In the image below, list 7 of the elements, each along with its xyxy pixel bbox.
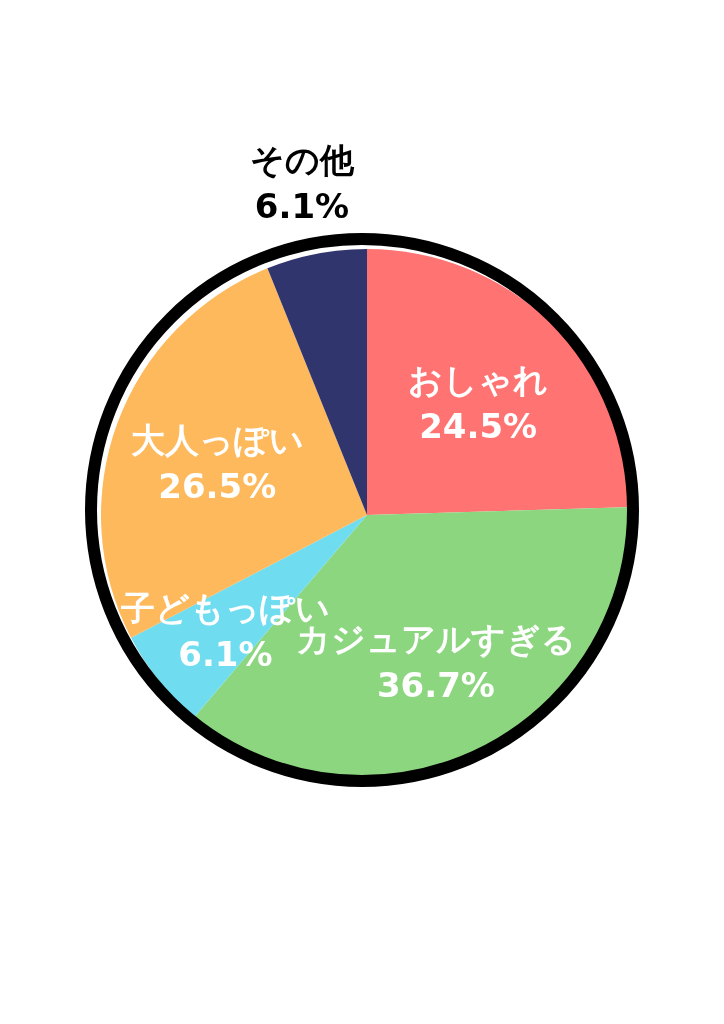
slice-label: その他 [249,140,355,181]
data-label: 36.7% [376,664,495,705]
data-label: 24.5% [419,406,538,447]
data-label: 6.1% [254,186,350,227]
data-label: 26.5% [158,465,277,506]
slice-label: おしゃれ [408,360,549,401]
slice-label: 大人っぽい [130,419,304,460]
